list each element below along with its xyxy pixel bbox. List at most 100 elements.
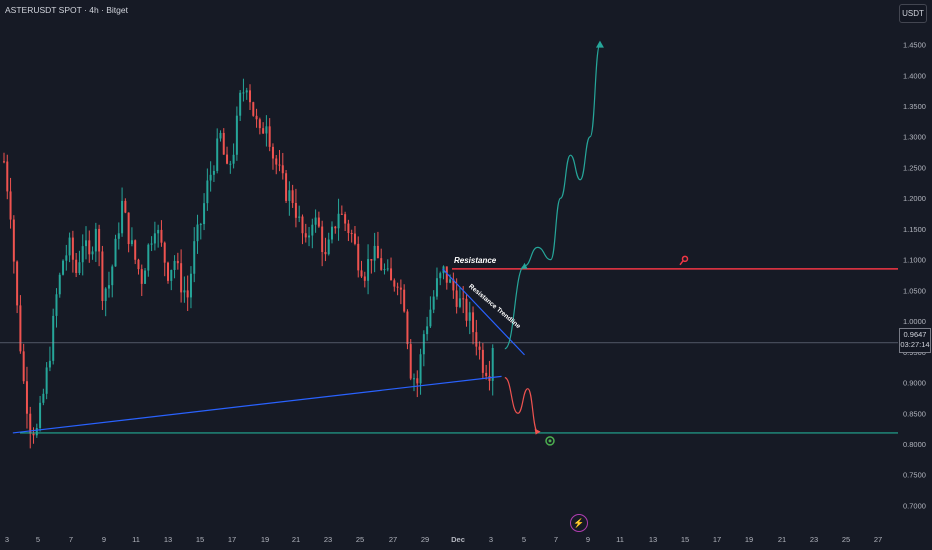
candle-body: [331, 226, 333, 240]
candle-body: [12, 219, 15, 262]
candle-body: [114, 238, 117, 267]
currency-button[interactable]: USDT: [899, 4, 927, 23]
candle-body: [462, 298, 465, 300]
candle-body: [232, 154, 235, 164]
candle-body: [222, 132, 225, 155]
candle-body: [422, 334, 425, 355]
candle-body: [150, 243, 153, 245]
candle-body: [147, 244, 150, 271]
candle-body: [317, 217, 320, 227]
x-tick-label: 17: [713, 535, 721, 544]
candle-body: [153, 233, 156, 244]
candle-body: [262, 128, 265, 134]
candle-body: [419, 354, 422, 384]
candle-body: [308, 235, 311, 238]
candle-body: [16, 261, 19, 306]
level-lines: [0, 268, 898, 434]
candle-body: [275, 158, 278, 165]
candle-body: [475, 332, 478, 347]
candle-body: [429, 309, 432, 327]
candle-body: [324, 251, 327, 255]
x-tick-label: 9: [102, 535, 106, 544]
candle-body: [252, 102, 255, 116]
candle-body: [193, 241, 196, 274]
candle-body: [226, 154, 229, 164]
candle-body: [242, 92, 245, 94]
candle-body: [78, 262, 81, 273]
candle-body: [111, 266, 114, 286]
candle-body: [35, 427, 38, 436]
candle-body: [45, 367, 48, 394]
candle-body: [127, 212, 130, 245]
lightning-icon[interactable]: ⚡: [570, 514, 588, 532]
candle-body: [130, 240, 133, 245]
x-tick-label: 3: [489, 535, 493, 544]
candle-body: [199, 224, 202, 226]
x-tick-label: 21: [292, 535, 300, 544]
candle-body: [360, 270, 363, 277]
candle-body: [353, 233, 356, 244]
candle-body: [203, 203, 206, 225]
candle-body: [52, 315, 55, 361]
candle-body: [58, 274, 61, 295]
candle-body: [144, 270, 147, 284]
candle-body: [488, 375, 491, 381]
candle-body: [344, 214, 347, 224]
candle-body: [340, 213, 343, 215]
candle-countdown: 03:27:14: [900, 340, 930, 349]
candle-body: [481, 349, 484, 373]
candle-body: [491, 348, 494, 381]
x-tick-label: 17: [228, 535, 236, 544]
current-price-badge: 0.9647 03:27:14: [899, 328, 931, 353]
candle-body: [107, 285, 110, 289]
candle-body: [134, 240, 137, 260]
x-tick-label: 25: [842, 535, 850, 544]
candle-body: [363, 276, 366, 281]
x-tick-label: 27: [389, 535, 397, 544]
candle-body: [186, 290, 189, 298]
candle-body: [445, 266, 448, 283]
candle-body: [94, 228, 97, 252]
candle-body: [327, 239, 330, 255]
candle-body: [239, 92, 242, 116]
key-icon: [681, 255, 689, 263]
x-tick-label: 21: [778, 535, 786, 544]
candle-body: [449, 279, 452, 283]
candle-body: [229, 163, 232, 165]
candle-body: [281, 165, 284, 174]
candle-body: [350, 233, 353, 235]
candle-body: [25, 381, 28, 414]
candle-body: [117, 233, 120, 239]
bullish-projection: [504, 43, 601, 350]
trendlines: [12, 268, 525, 434]
candle-body: [337, 213, 340, 229]
candle-body: [183, 290, 186, 293]
candle-body: [212, 170, 215, 175]
candle-body: [288, 190, 291, 201]
candle-body: [396, 286, 399, 288]
candle-body: [255, 115, 258, 120]
y-tick-label: 1.2000: [903, 194, 926, 203]
candle-body: [311, 224, 314, 236]
candle-body: [406, 311, 409, 345]
target-icon: [545, 436, 555, 446]
key-icon-shaft: [679, 260, 684, 266]
x-tick-label: 27: [874, 535, 882, 544]
candle-body: [376, 245, 379, 259]
candle-body: [85, 240, 87, 247]
candle-body: [235, 115, 238, 155]
x-tick-label: 29: [421, 535, 429, 544]
y-tick-label: 0.7500: [903, 471, 926, 480]
candle-body: [465, 298, 468, 321]
candle-body: [42, 393, 45, 403]
candle-body: [121, 200, 124, 234]
x-tick-label: 11: [132, 535, 140, 544]
candle-body: [206, 180, 209, 204]
candle-body: [416, 378, 419, 384]
candle-body: [91, 251, 94, 255]
candle-body: [19, 305, 22, 352]
candle-body: [455, 290, 458, 307]
x-tick-label: Dec: [451, 535, 465, 544]
